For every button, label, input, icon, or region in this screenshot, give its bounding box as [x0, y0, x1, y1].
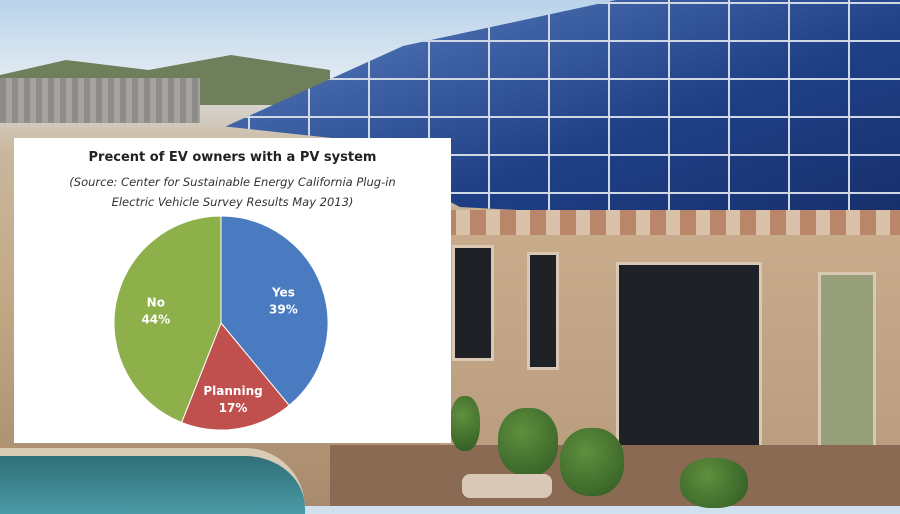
house-window	[616, 262, 762, 453]
pie-slice-no	[113, 215, 222, 424]
pie-slice-yes	[220, 215, 329, 407]
house-window	[818, 272, 876, 460]
chart-source-line-2: Electric Vehicle Survey Results May 2013…	[111, 195, 354, 209]
shrub	[680, 458, 748, 508]
pie-chart: Yes 39% Planning 17% No 44%	[113, 215, 329, 431]
pie-value-yes: 39%	[269, 303, 298, 317]
house-window	[527, 252, 559, 370]
pie-value-no: 44%	[141, 313, 170, 327]
pie-label-no: No	[147, 296, 165, 310]
shrub	[560, 428, 624, 496]
pool	[0, 448, 305, 514]
background-roof	[0, 78, 200, 123]
chart-card: Precent of EV owners with a PV system (S…	[14, 138, 451, 443]
stone-bench	[462, 474, 552, 498]
chart-title: Precent of EV owners with a PV system	[88, 150, 377, 165]
shrub	[498, 408, 558, 476]
pie-value-planning: 17%	[219, 401, 248, 415]
shrub	[450, 396, 480, 451]
chart-source-line-1: (Source: Center for Sustainable Energy C…	[69, 175, 396, 189]
pie-label-planning: Planning	[203, 384, 262, 398]
pie-slice-planning	[180, 322, 290, 431]
house-window	[452, 245, 494, 361]
pie-label-yes: Yes	[271, 286, 295, 300]
